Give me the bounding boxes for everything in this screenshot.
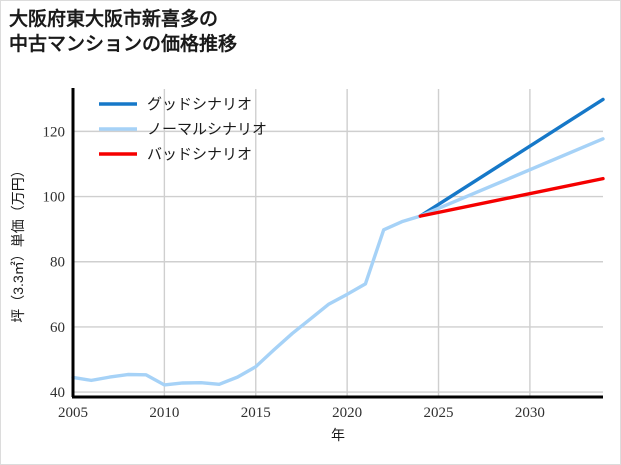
chart-title: 大阪府東大阪市新喜多の 中古マンションの価格推移 <box>9 9 238 55</box>
ytick-label-80: 80 <box>50 255 65 271</box>
xtick-label-2005: 2005 <box>58 405 88 421</box>
series-line-バッドシナリオ <box>418 176 605 218</box>
ytick-label-60: 60 <box>50 320 65 336</box>
ytick-label-120: 120 <box>43 124 66 140</box>
legend-label-ノーマルシナリオ: ノーマルシナリオ <box>147 122 267 138</box>
ytick-label-100: 100 <box>43 190 66 206</box>
series-line-ノーマルシナリオ <box>71 137 605 387</box>
legend-label-グッドシナリオ: グッドシナリオ <box>147 96 252 113</box>
xtick-label-2015: 2015 <box>241 405 271 421</box>
xtick-label-2030: 2030 <box>515 405 545 421</box>
xtick-label-2020: 2020 <box>332 405 362 421</box>
x-axis-title: 年 <box>331 427 345 443</box>
ytick-label-40: 40 <box>50 385 65 401</box>
series-line-グッドシナリオ <box>418 97 605 218</box>
y-axis-title: 坪（3.3㎡）単価（万円） <box>10 163 26 322</box>
legend-label-バッドシナリオ: バッドシナリオ <box>147 147 252 163</box>
xtick-label-2010: 2010 <box>149 405 179 421</box>
xtick-label-2025: 2025 <box>424 405 454 421</box>
